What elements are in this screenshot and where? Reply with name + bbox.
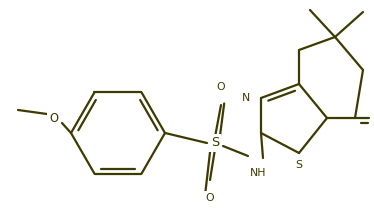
Text: S: S [211, 137, 219, 150]
Text: S: S [295, 160, 303, 170]
Text: O: O [217, 82, 225, 92]
Text: N: N [242, 93, 250, 103]
Text: O: O [49, 111, 58, 125]
Text: NH: NH [250, 168, 266, 178]
Text: O: O [206, 193, 214, 203]
